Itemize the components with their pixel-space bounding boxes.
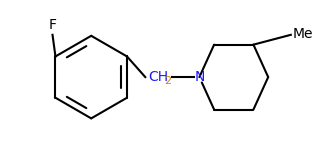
Text: N: N	[194, 70, 204, 84]
Text: 2: 2	[164, 76, 171, 86]
Text: F: F	[48, 18, 57, 32]
Text: Me: Me	[293, 27, 313, 41]
Text: CH: CH	[148, 70, 168, 84]
